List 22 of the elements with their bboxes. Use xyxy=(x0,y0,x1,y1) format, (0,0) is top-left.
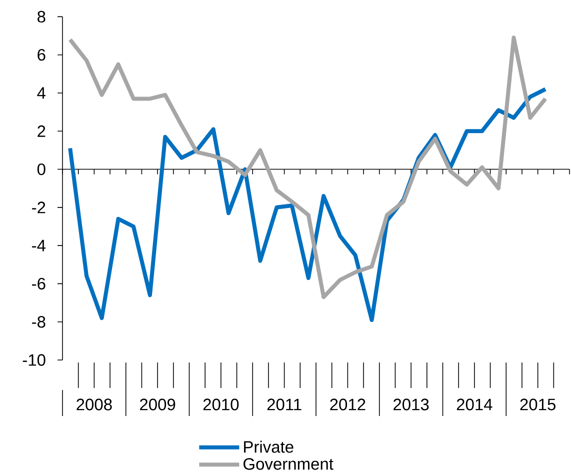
y-tick-label: -10 xyxy=(22,354,46,366)
y-tick-label: -8 xyxy=(32,316,46,328)
y-tick-label: 6 xyxy=(38,49,46,61)
y-tick-label: 8 xyxy=(38,10,46,23)
line-series xyxy=(68,87,548,322)
x-tick-label: 2011 xyxy=(267,398,302,410)
y-tick-label: -6 xyxy=(32,278,46,290)
x-tick-label: 2015 xyxy=(520,398,556,410)
x-tick-label: 2013 xyxy=(394,398,429,410)
x-tick-label: 2008 xyxy=(76,398,112,410)
y-tick-label: -2 xyxy=(32,202,46,214)
y-tick-label: 2 xyxy=(38,125,46,137)
y-tick-label: 0 xyxy=(37,163,46,176)
legend-label: Government xyxy=(244,458,334,470)
legend-label: Private xyxy=(244,440,294,453)
line-series xyxy=(68,36,548,300)
x-tick-label: 2014 xyxy=(456,398,492,410)
x-tick-label: 2010 xyxy=(203,398,239,410)
y-tick-label: 4 xyxy=(37,87,46,99)
x-tick-label: 2012 xyxy=(330,398,366,410)
x-tick-label: 2009 xyxy=(140,398,176,410)
y-tick-label: -4 xyxy=(32,240,46,252)
